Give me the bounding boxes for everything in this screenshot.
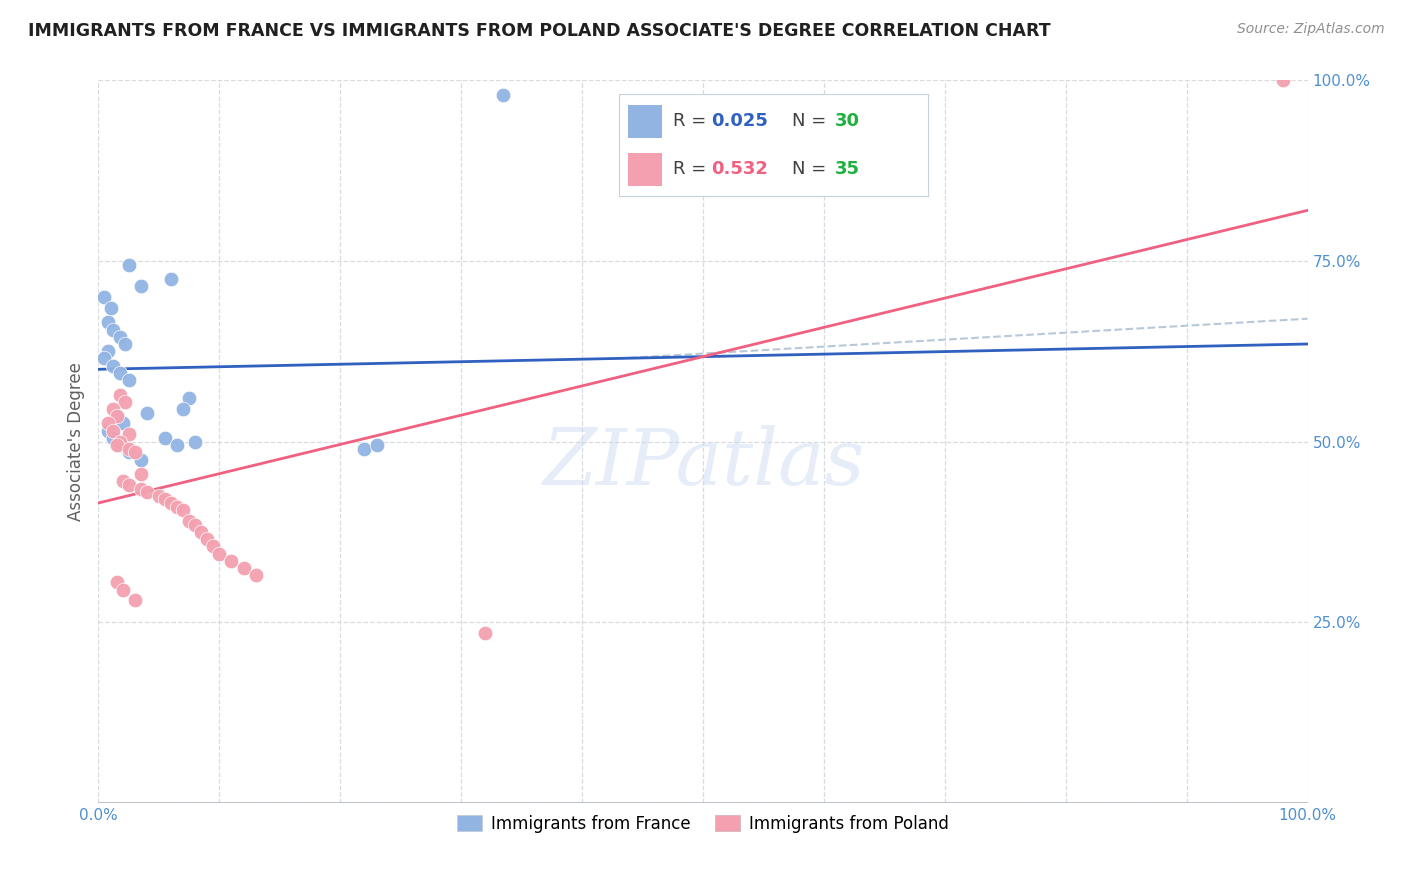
Point: [124, 445, 146, 459]
Point: [111, 417, 134, 431]
Point: [172, 402, 194, 417]
Point: [1272, 73, 1295, 87]
Text: Source: ZipAtlas.com: Source: ZipAtlas.com: [1237, 22, 1385, 37]
Point: [118, 442, 141, 456]
Point: [190, 524, 212, 539]
Bar: [628, 105, 662, 137]
Point: [101, 359, 124, 373]
Point: [166, 438, 188, 452]
Point: [179, 391, 201, 405]
Text: 35: 35: [835, 160, 860, 178]
Point: [184, 517, 207, 532]
Legend: Immigrants from France, Immigrants from Poland: Immigrants from France, Immigrants from …: [449, 806, 957, 841]
Point: [101, 431, 124, 445]
Text: N =: N =: [792, 112, 832, 130]
Point: [108, 434, 131, 449]
Point: [108, 438, 131, 452]
Point: [129, 467, 152, 481]
Point: [129, 279, 152, 293]
Point: [111, 582, 134, 597]
Point: [184, 434, 207, 449]
Point: [195, 532, 218, 546]
Point: [129, 482, 152, 496]
Point: [108, 330, 131, 344]
Point: [118, 445, 141, 459]
Point: [118, 258, 141, 272]
Point: [93, 351, 115, 366]
Text: 0.532: 0.532: [711, 160, 768, 178]
Point: [474, 626, 496, 640]
Point: [124, 593, 146, 607]
Point: [172, 503, 194, 517]
Point: [153, 431, 176, 445]
Point: [97, 424, 120, 438]
Point: [118, 373, 141, 387]
Point: [97, 315, 120, 329]
Bar: [628, 153, 662, 186]
Point: [492, 87, 515, 102]
Point: [148, 489, 170, 503]
Point: [135, 485, 157, 500]
Point: [118, 427, 141, 442]
Point: [101, 402, 124, 417]
Point: [105, 438, 128, 452]
Point: [160, 272, 183, 286]
Text: 30: 30: [835, 112, 860, 130]
Point: [135, 406, 157, 420]
Point: [179, 514, 201, 528]
Text: R =: R =: [672, 160, 711, 178]
Point: [97, 417, 120, 431]
Point: [366, 438, 388, 452]
Point: [108, 366, 131, 380]
Text: 0.025: 0.025: [711, 112, 768, 130]
Point: [118, 478, 141, 492]
Point: [202, 539, 225, 553]
Text: ZIPatlas: ZIPatlas: [541, 425, 865, 501]
Point: [93, 290, 115, 304]
Point: [114, 337, 136, 351]
Y-axis label: Associate's Degree: Associate's Degree: [66, 362, 84, 521]
Point: [111, 475, 134, 489]
Point: [97, 344, 120, 359]
Point: [105, 575, 128, 590]
Point: [129, 452, 152, 467]
Point: [114, 394, 136, 409]
Point: [153, 492, 176, 507]
Point: [160, 496, 183, 510]
Point: [232, 561, 254, 575]
Point: [221, 554, 243, 568]
Point: [245, 568, 267, 582]
Point: [105, 409, 128, 424]
Point: [353, 442, 375, 456]
Point: [108, 387, 131, 401]
Point: [101, 322, 124, 336]
Point: [208, 547, 231, 561]
Point: [105, 409, 128, 424]
Text: R =: R =: [672, 112, 711, 130]
Text: IMMIGRANTS FROM FRANCE VS IMMIGRANTS FROM POLAND ASSOCIATE'S DEGREE CORRELATION : IMMIGRANTS FROM FRANCE VS IMMIGRANTS FRO…: [28, 22, 1050, 40]
Point: [166, 500, 188, 514]
Point: [100, 301, 122, 315]
Text: N =: N =: [792, 160, 832, 178]
Point: [101, 424, 124, 438]
